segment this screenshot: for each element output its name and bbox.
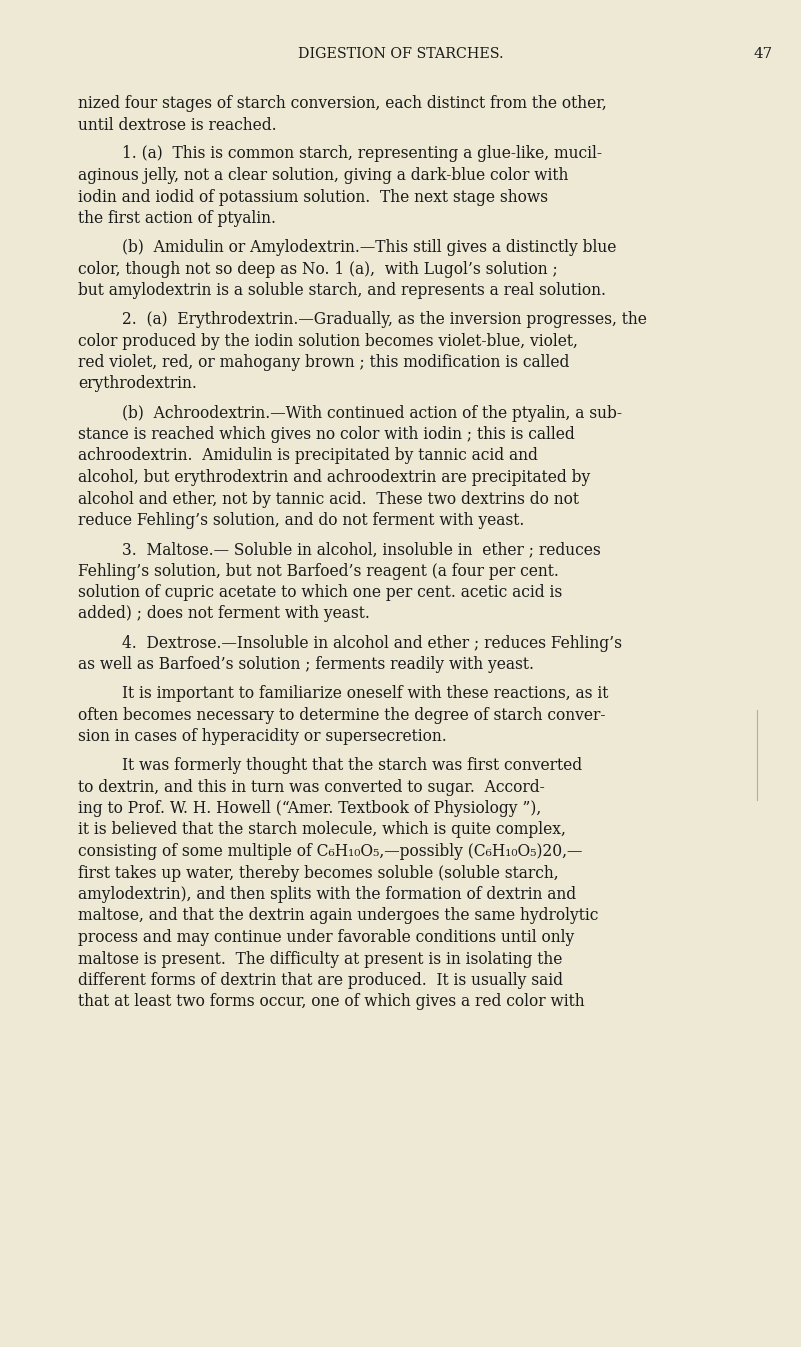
Text: reduce Fehling’s solution, and do not ferment with yeast.: reduce Fehling’s solution, and do not fe… — [78, 512, 525, 529]
Text: 4.  Dextrose.—Insoluble in alcohol and ether ; reduces Fehling’s: 4. Dextrose.—Insoluble in alcohol and et… — [122, 634, 622, 652]
Text: process and may continue under favorable conditions until only: process and may continue under favorable… — [78, 929, 574, 946]
Text: erythrodextrin.: erythrodextrin. — [78, 376, 197, 392]
Text: color produced by the iodin solution becomes violet-blue, violet,: color produced by the iodin solution bec… — [78, 333, 578, 349]
Text: It is important to familiarize oneself with these reactions, as it: It is important to familiarize oneself w… — [122, 686, 609, 702]
Text: alcohol, but erythrodextrin and achroodextrin are precipitated by: alcohol, but erythrodextrin and achroode… — [78, 469, 590, 486]
Text: Fehling’s solution, but not Barfoed’s reagent (a four per cent.: Fehling’s solution, but not Barfoed’s re… — [78, 563, 559, 579]
Text: (b)  Achroodextrin.—With continued action of the ptyalin, a sub-: (b) Achroodextrin.—With continued action… — [122, 404, 622, 422]
Text: consisting of some multiple of C₆H₁₀O₅,—possibly (C₆H₁₀O₅)20,—: consisting of some multiple of C₆H₁₀O₅,—… — [78, 843, 582, 859]
Text: (b)  Amidulin or Amylodextrin.—This still gives a distinctly blue: (b) Amidulin or Amylodextrin.—This still… — [122, 238, 617, 256]
Text: to dextrin, and this in turn was converted to sugar.  Accord-: to dextrin, and this in turn was convert… — [78, 779, 545, 796]
Text: often becomes necessary to determine the degree of starch conver-: often becomes necessary to determine the… — [78, 706, 606, 723]
Text: color, though not so deep as No. 1 (a),  with Lugol’s solution ;: color, though not so deep as No. 1 (a), … — [78, 260, 557, 277]
Text: added) ; does not ferment with yeast.: added) ; does not ferment with yeast. — [78, 606, 370, 622]
Text: It was formerly thought that the starch was first converted: It was formerly thought that the starch … — [122, 757, 582, 775]
Text: ing to Prof. W. H. Howell (“Amer. Textbook of Physiology ”),: ing to Prof. W. H. Howell (“Amer. Textbo… — [78, 800, 541, 818]
Text: maltose is present.  The difficulty at present is in isolating the: maltose is present. The difficulty at pr… — [78, 951, 562, 967]
Text: amylodextrin), and then splits with the formation of dextrin and: amylodextrin), and then splits with the … — [78, 886, 576, 902]
Text: different forms of dextrin that are produced.  It is usually said: different forms of dextrin that are prod… — [78, 973, 563, 989]
Text: that at least two forms occur, one of which gives a red color with: that at least two forms occur, one of wh… — [78, 994, 585, 1010]
Text: iodin and iodid of potassium solution.  The next stage shows: iodin and iodid of potassium solution. T… — [78, 189, 548, 206]
Text: the first action of ptyalin.: the first action of ptyalin. — [78, 210, 276, 228]
Text: 3.  Maltose.— Soluble in alcohol, insoluble in  ether ; reduces: 3. Maltose.— Soluble in alcohol, insolub… — [122, 541, 601, 558]
Text: 47: 47 — [753, 47, 772, 61]
Text: it is believed that the starch molecule, which is quite complex,: it is believed that the starch molecule,… — [78, 822, 566, 838]
Text: aginous jelly, not a clear solution, giving a dark-blue color with: aginous jelly, not a clear solution, giv… — [78, 167, 569, 185]
Text: solution of cupric acetate to which one per cent. acetic acid is: solution of cupric acetate to which one … — [78, 585, 562, 601]
Text: stance is reached which gives no color with iodin ; this is called: stance is reached which gives no color w… — [78, 426, 575, 443]
Text: sion in cases of hyperacidity or supersecretion.: sion in cases of hyperacidity or superse… — [78, 727, 447, 745]
Text: first takes up water, thereby becomes soluble (soluble starch,: first takes up water, thereby becomes so… — [78, 865, 558, 881]
Text: red violet, red, or mahogany brown ; this modification is called: red violet, red, or mahogany brown ; thi… — [78, 354, 570, 370]
Text: until dextrose is reached.: until dextrose is reached. — [78, 116, 276, 133]
Text: 2.  (a)  Erythrodextrin.—Gradually, as the inversion progresses, the: 2. (a) Erythrodextrin.—Gradually, as the… — [122, 311, 647, 329]
Text: DIGESTION OF STARCHES.: DIGESTION OF STARCHES. — [298, 47, 503, 61]
Text: 1. (a)  This is common starch, representing a glue-like, mucil-: 1. (a) This is common starch, representi… — [122, 145, 602, 163]
Text: nized four stages of starch conversion, each distinct from the other,: nized four stages of starch conversion, … — [78, 96, 606, 112]
Text: achroodextrin.  Amidulin is precipitated by tannic acid and: achroodextrin. Amidulin is precipitated … — [78, 447, 538, 465]
Text: maltose, and that the dextrin again undergoes the same hydrolytic: maltose, and that the dextrin again unde… — [78, 908, 598, 924]
Text: as well as Barfoed’s solution ; ferments readily with yeast.: as well as Barfoed’s solution ; ferments… — [78, 656, 534, 674]
Text: but amylodextrin is a soluble starch, and represents a real solution.: but amylodextrin is a soluble starch, an… — [78, 282, 606, 299]
Text: alcohol and ether, not by tannic acid.  These two dextrins do not: alcohol and ether, not by tannic acid. T… — [78, 490, 579, 508]
